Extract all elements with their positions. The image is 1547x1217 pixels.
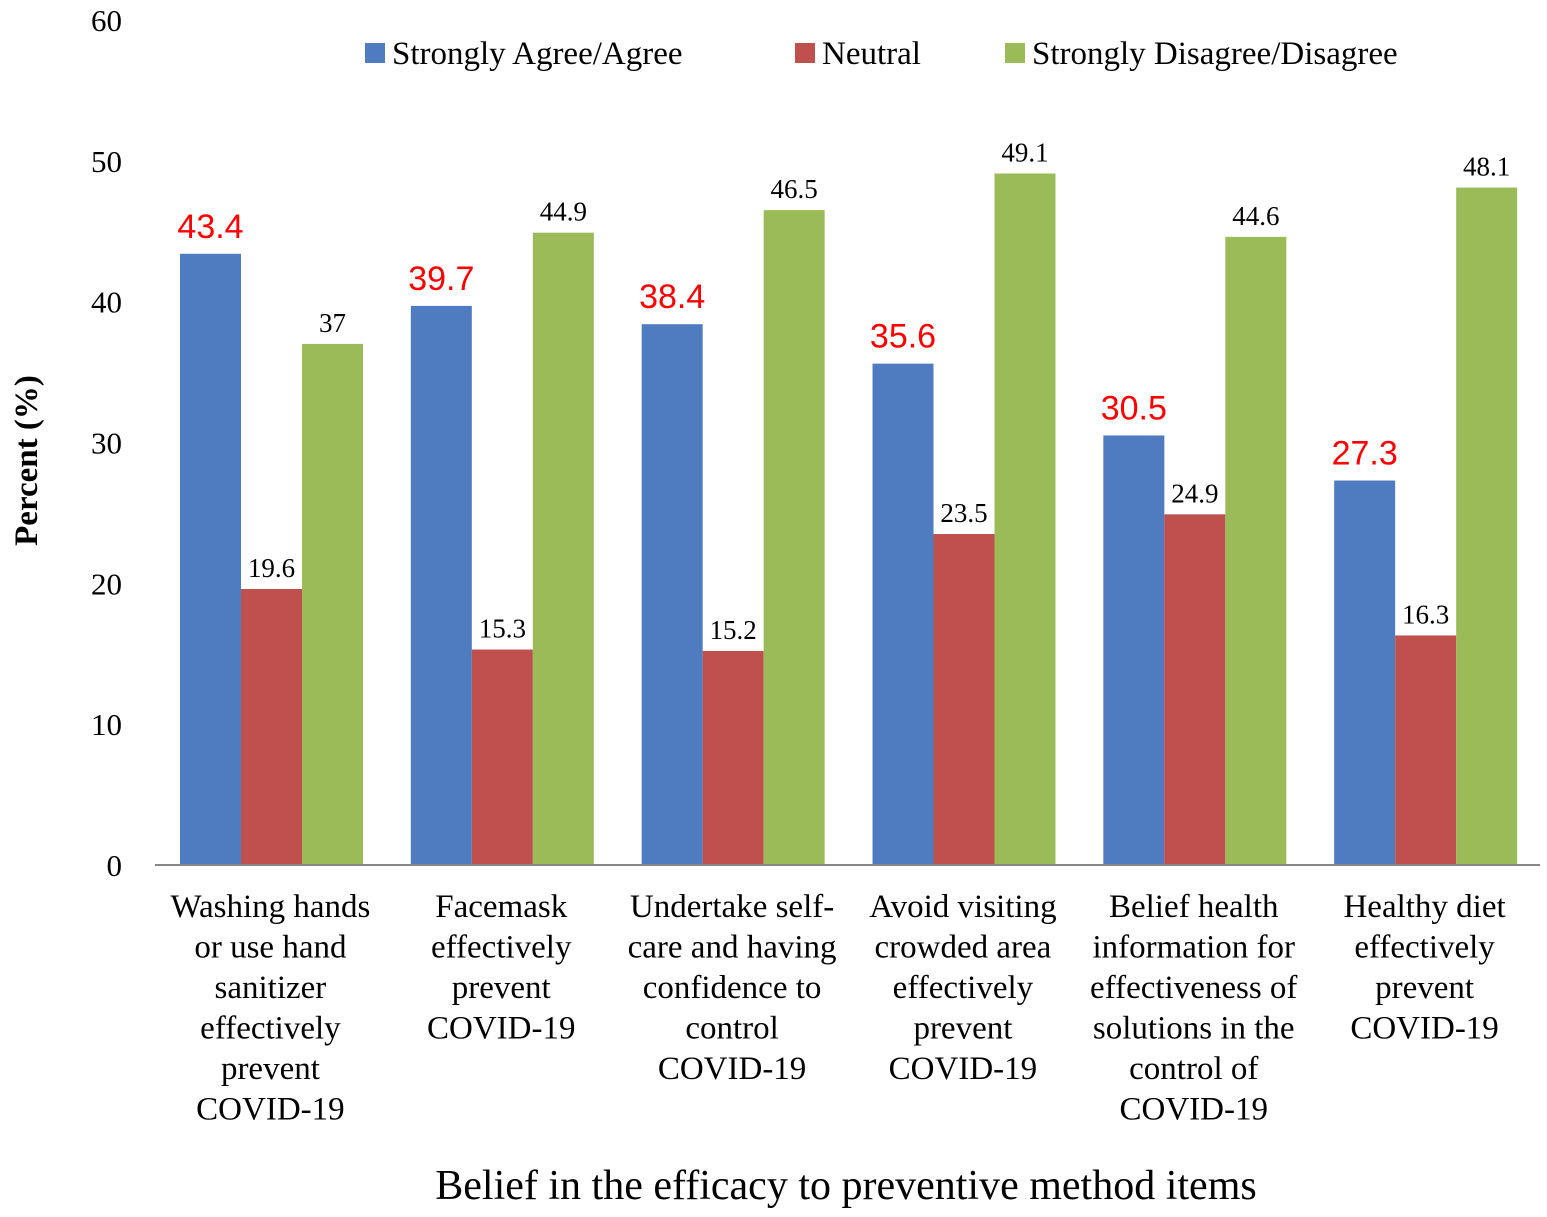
data-label: 49.1 [1001,138,1048,168]
data-label: 19.6 [248,553,295,583]
legend-swatch [795,43,815,63]
bar [933,534,995,865]
category-label-line: effectively [200,1011,341,1047]
bar [471,649,533,865]
data-label: 15.3 [479,614,526,644]
data-label: 24.9 [1171,478,1218,508]
data-label: 37 [319,308,346,338]
category-label-line: Avoid visiting [869,889,1056,925]
category-label-line: Facemask [435,889,567,925]
y-tick-label: 20 [91,566,122,601]
legend-swatch [365,43,385,63]
y-axis-title: Percent (%) [9,375,45,546]
legend-swatch [1005,43,1025,63]
data-label: 46.5 [771,174,818,204]
bar [410,305,472,865]
bar [241,588,302,865]
legend-label: Neutral [822,36,921,72]
data-label: 27.3 [1332,435,1398,473]
data-label: 48.1 [1463,152,1510,182]
bar [532,232,594,866]
bar [763,210,825,865]
data-label: 30.5 [1101,389,1167,427]
y-tick-label: 40 [91,285,122,320]
y-axis-ticks: 0 10 20 30 40 50 60 [91,3,122,883]
data-label: 38.4 [639,278,705,316]
data-label: 23.5 [940,498,987,528]
bars [180,173,1518,866]
category-label-line: COVID-19 [427,1011,575,1047]
bar [1164,514,1226,865]
data-label: 35.6 [870,318,936,356]
legend: Strongly Agree/Agree Neutral Strongly Disa… [365,36,1398,72]
bar [1225,236,1287,866]
bar [702,650,764,865]
data-label: 44.9 [540,197,587,227]
category-label-line: prevent [1375,970,1474,1006]
category-label-line: prevent [452,970,551,1006]
category-label-line: care and having [628,930,837,966]
data-labels: 43.4 19.6 37 39.7 15.3 44.9 38.4 15.2 46.5 35.6 23… [177,138,1510,645]
category-label-line: solutions in the [1093,1011,1295,1047]
data-label: 39.7 [408,260,474,298]
bar [1103,435,1165,865]
category-label-line: Healthy diet [1343,889,1505,925]
data-label: 15.2 [710,615,757,645]
data-label: 16.3 [1402,599,1449,629]
y-tick-label: 50 [91,144,122,179]
bar [180,253,241,866]
y-tick-label: 0 [107,848,123,883]
bar [1334,480,1396,865]
legend-label: Strongly Agree/Agree [392,36,683,72]
category-label-line: confidence to [643,970,822,1006]
bar [302,343,363,866]
y-tick-label: 30 [91,426,122,461]
y-tick-label: 10 [91,707,122,742]
category-label-line: COVID-19 [1120,1092,1268,1128]
category-label-line: Belief health [1109,889,1279,925]
bar [1456,187,1518,865]
category-label-line: COVID-19 [196,1092,344,1128]
bar [994,173,1056,866]
legend-label: Strongly Disagree/Disagree [1032,36,1398,72]
bar [1395,635,1457,865]
data-label: 43.4 [177,208,243,246]
category-label-line: Undertake self- [630,889,834,925]
category-label-line: Washing hands [170,889,370,925]
category-label-line: effectively [893,970,1034,1006]
bar [872,363,934,865]
category-label-line: information for [1092,930,1295,966]
data-label: 44.6 [1232,201,1279,231]
category-label-line: effectiveness of [1090,970,1297,1006]
category-label-line: control of [1129,1051,1258,1087]
x-axis-title: Belief in the efficacy to preventive met… [435,1163,1256,1209]
category-label-line: crowded area [875,930,1052,966]
category-label-line: COVID-19 [658,1051,806,1087]
category-labels: Washing hands or use hand sanitizer effecti… [170,889,1505,1128]
category-label-line: prevent [221,1051,320,1087]
category-label-line: sanitizer [215,970,327,1006]
category-label-line: prevent [913,1011,1012,1047]
category-label-line: effectively [1354,930,1495,966]
category-label-line: COVID-19 [889,1051,1037,1087]
bar [641,324,703,865]
category-label-line: COVID-19 [1350,1011,1498,1047]
category-label-line: or use hand [194,930,347,966]
category-label-line: control [685,1011,778,1047]
y-tick-label: 60 [91,3,122,38]
category-label-line: effectively [431,930,572,966]
